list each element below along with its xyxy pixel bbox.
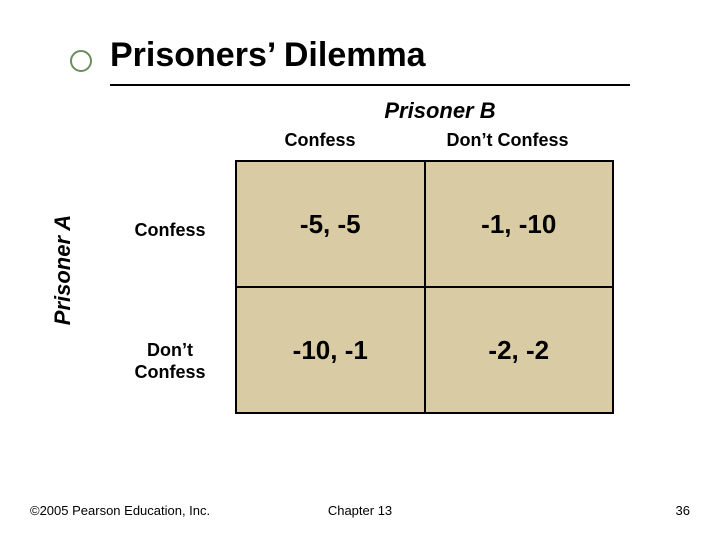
row-header-confess: Confess: [110, 220, 230, 241]
payoff-cell: -2, -2: [425, 287, 613, 412]
player-b-label: Prisoner B: [270, 98, 610, 124]
payoff-cell: -10, -1: [237, 287, 425, 412]
footer-chapter: Chapter 13: [0, 503, 720, 518]
payoff-cell: -5, -5: [237, 162, 425, 287]
col-header-confess: Confess: [235, 130, 405, 151]
slide-title: Prisoners’ Dilemma: [110, 36, 426, 75]
payoff-matrix: -5, -5 -1, -10 -10, -1 -2, -2: [235, 160, 614, 414]
matrix-row: -10, -1 -2, -2: [237, 287, 612, 412]
col-header-dont-confess: Don’t Confess: [405, 130, 610, 151]
row-header-dont-confess: Don’t Confess: [110, 340, 230, 383]
title-bullet: [70, 50, 92, 72]
player-a-label: Prisoner A: [50, 170, 80, 370]
title-underline: [110, 84, 630, 86]
footer-page-number: 36: [676, 503, 690, 518]
matrix-row: -5, -5 -1, -10: [237, 162, 612, 287]
payoff-cell: -1, -10: [425, 162, 613, 287]
